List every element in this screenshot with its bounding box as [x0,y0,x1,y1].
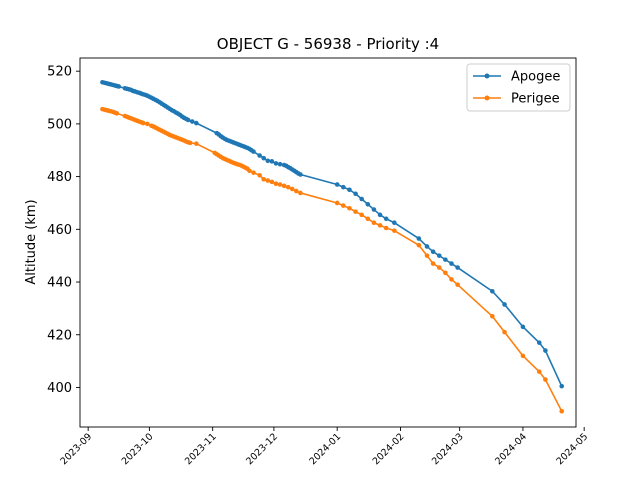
data-point-perigee [261,176,267,182]
data-point-perigee [294,188,299,194]
axes-frame [79,57,577,428]
data-point-apogee [251,149,256,154]
legend: Apogee Perigee [466,63,571,112]
data-point-perigee [359,212,364,218]
data-point-perigee [559,408,565,414]
series-apogee [100,79,565,389]
data-point-perigee [341,203,346,208]
data-point-perigee [265,178,271,183]
data-point-perigee [281,183,287,189]
data-point-perigee [377,223,383,228]
y-tick-label: 440 [47,276,72,291]
data-point-apogee [194,120,199,126]
data-point-perigee [383,225,389,231]
data-point-apogee [383,216,389,222]
data-point-perigee [490,314,495,319]
data-point-apogee [347,187,352,193]
y-tick-label: 400 [47,381,72,396]
data-point-apogee [265,158,271,164]
data-point-perigee [114,111,120,116]
data-point-perigee [194,141,199,146]
data-point-perigee [455,282,460,287]
data-point-apogee [334,182,340,187]
y-tick-label: 460 [47,223,72,238]
data-point-apogee [502,302,507,307]
legend-apogee-label: Apogee [511,70,560,85]
data-point-perigee [277,182,283,187]
data-point-perigee [424,253,430,258]
data-point-apogee [436,253,442,258]
data-point-apogee [353,191,358,197]
data-point-apogee [455,265,460,270]
data-point-apogee [536,340,542,345]
data-point-perigee [416,242,422,248]
data-point-perigee [536,369,542,374]
data-point-apogee [298,172,303,177]
data-point-apogee [416,236,422,241]
data-point-apogee [189,119,195,124]
data-point-perigee [187,140,193,146]
data-point-apogee [424,244,430,249]
data-point-apogee [273,161,279,166]
data-point-apogee [261,155,267,161]
y-tick-label: 500 [47,117,72,132]
data-point-perigee [449,277,454,282]
data-point-perigee [353,209,358,214]
data-point-perigee [273,181,279,187]
data-point-apogee [449,261,454,266]
data-point-perigee [334,200,340,206]
y-tick-label: 420 [47,328,72,343]
data-point-apogee [443,257,448,262]
data-point-apogee [377,212,383,218]
chart-title: OBJECT G - 56938 - Priority :4 [217,35,439,53]
legend-perigee-label: Perigee [511,92,560,107]
data-point-apogee [341,184,346,190]
data-point-perigee [365,216,371,222]
data-point-apogee [430,249,436,255]
legend-perigee-marker [484,95,490,101]
data-point-apogee [543,348,548,353]
data-point-apogee [365,201,371,207]
series-perigee [100,106,565,414]
data-point-apogee [185,117,191,123]
data-point-apogee [269,159,275,164]
y-tick-label: 520 [47,65,72,80]
data-point-apogee [277,161,283,167]
data-point-apogee [359,196,364,202]
data-point-perigee [251,170,256,175]
y-tick-label: 480 [47,170,72,185]
data-point-apogee [559,383,565,389]
data-point-perigee [140,120,146,126]
data-point-perigee [257,172,262,178]
data-point-apogee [257,153,262,158]
data-point-perigee [347,205,352,211]
data-point-perigee [543,377,548,382]
y-axis-label: Altitude (km) [24,199,39,284]
data-point-apogee [116,84,122,89]
data-point-perigee [145,121,150,127]
plot-area [100,79,565,414]
data-point-perigee [443,270,448,276]
data-point-perigee [289,186,295,192]
data-point-perigee [298,190,303,196]
data-point-perigee [392,228,397,233]
data-point-perigee [430,261,436,266]
data-point-perigee [436,265,442,270]
data-point-perigee [520,353,526,359]
data-point-perigee [285,184,291,190]
data-point-apogee [520,324,526,330]
legend-apogee-marker [484,73,490,79]
data-point-perigee [269,179,275,185]
data-point-apogee [371,207,377,212]
data-point-perigee [247,168,252,174]
data-point-apogee [490,288,495,294]
data-point-apogee [392,220,397,226]
data-point-perigee [371,220,377,226]
data-point-perigee [502,329,507,335]
